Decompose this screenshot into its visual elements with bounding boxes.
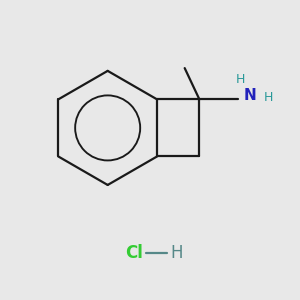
Text: Cl: Cl <box>125 244 142 262</box>
Text: H: H <box>236 73 245 85</box>
Text: N: N <box>244 88 256 103</box>
Text: H: H <box>264 91 273 104</box>
Text: H: H <box>170 244 183 262</box>
